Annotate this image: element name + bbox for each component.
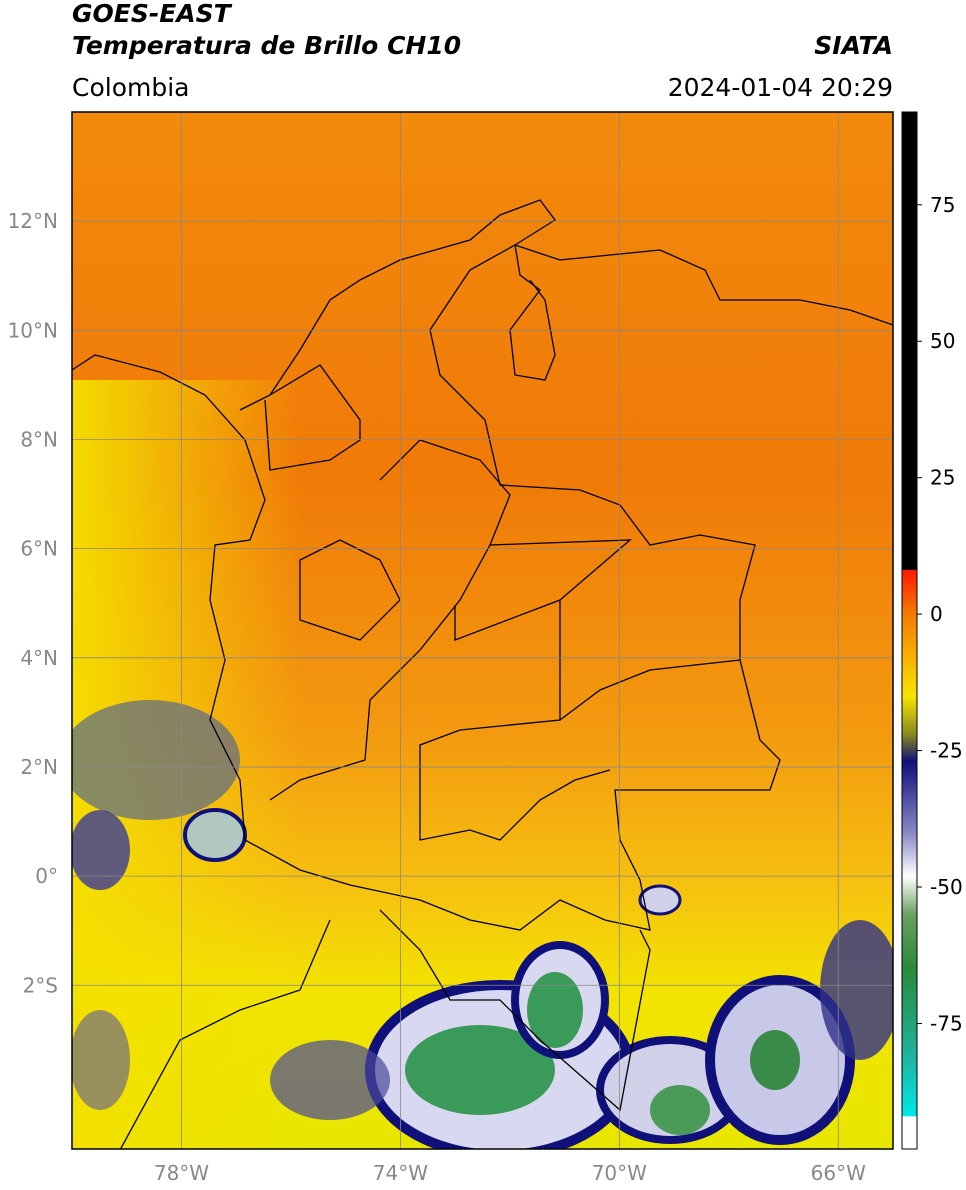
colorbar-label: 25: [930, 466, 955, 490]
lat-label: 0°: [35, 864, 58, 888]
colorbar-label: 75: [930, 193, 955, 217]
lon-label: 74°W: [373, 1161, 428, 1185]
region: Colombia: [72, 73, 189, 102]
lat-label: 6°N: [20, 537, 58, 561]
lat-label: 8°N: [20, 427, 58, 451]
colorbar-label: 50: [930, 329, 955, 353]
lat-label: 10°N: [8, 318, 58, 342]
lon-label: 66°W: [811, 1161, 866, 1185]
lat-label: 12°N: [8, 209, 58, 233]
colorbar-label: -75: [930, 1011, 963, 1035]
lon-label: 70°W: [592, 1161, 647, 1185]
colorbar: [901, 111, 918, 1150]
source: SIATA: [814, 31, 893, 60]
satellite: GOES-EAST: [72, 0, 233, 28]
satellite-image: [72, 112, 893, 1149]
product: Temperatura de Brillo CH10: [72, 31, 461, 60]
lat-label: 2°N: [20, 755, 58, 779]
colorbar-label: -50: [930, 875, 963, 899]
lat-label: 4°N: [20, 646, 58, 670]
graticule: [72, 112, 893, 1149]
datetime: 2024-01-04 20:29: [668, 73, 893, 102]
lat-label: 2°S: [23, 973, 58, 997]
colorbar-label: -25: [930, 739, 963, 763]
lon-label: 78°W: [154, 1161, 209, 1185]
map-frame: [71, 111, 894, 1150]
colorbar-label: 0: [930, 602, 943, 626]
